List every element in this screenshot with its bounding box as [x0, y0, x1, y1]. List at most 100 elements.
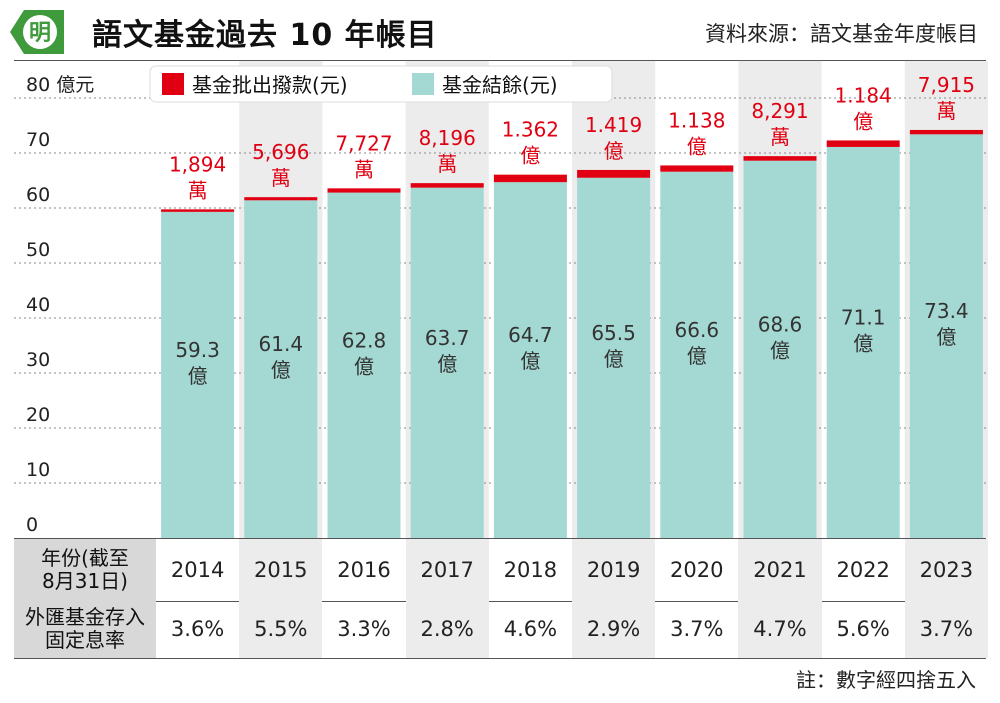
- disbursement-label: 萬: [271, 166, 291, 190]
- balance-bar-2018: [493, 182, 567, 538]
- balance-label: 億: [687, 344, 707, 368]
- rate-cell: 5.6%: [836, 617, 890, 641]
- disbursement-label: 7,727: [335, 131, 392, 155]
- rate-cell: 2.8%: [405, 600, 489, 658]
- balance-label: 億: [188, 364, 208, 388]
- balance-bar-2019: [577, 177, 651, 538]
- rate-cell: 4.7%: [738, 600, 822, 658]
- disbursement-label: 萬: [770, 125, 790, 149]
- rate-cell: 5.5%: [239, 600, 323, 658]
- y-tick-label: 70: [26, 129, 50, 151]
- y-tick-label: 30: [26, 349, 50, 371]
- disbursement-bar-2017: [410, 183, 484, 188]
- balance-label: 73.4: [924, 299, 969, 323]
- disbursement-label: 億: [520, 144, 540, 168]
- balance-label: 億: [437, 352, 457, 376]
- disbursement-label: 5,696: [252, 140, 309, 164]
- balance-label: 億: [271, 358, 291, 382]
- rounding-note: 註：數字經四捨五入: [796, 668, 976, 692]
- legend-box: [149, 65, 613, 103]
- disbursement-label: 8,196: [419, 126, 476, 150]
- disbursement-bar-2022: [826, 140, 900, 147]
- rate-row: 外匯基金存入 固定息率 3.6% 5.5% 3.3% 2.8% 4.6% 2.9% 3.7%…: [14, 600, 988, 659]
- year-cell: 2019: [572, 539, 656, 601]
- source-note: 資料來源：語文基金年度帳目: [705, 22, 978, 46]
- balance-label: 億: [604, 347, 624, 371]
- disbursement-bar-2020: [660, 165, 734, 172]
- year-cell: 2018: [503, 558, 558, 582]
- balance-bar-2021: [743, 160, 817, 538]
- y-tick-label: 20: [26, 404, 50, 426]
- balance-bar-2015: [244, 200, 318, 539]
- rate-cell: 3.7%: [904, 600, 988, 658]
- rate-cell: 3.6%: [170, 617, 225, 641]
- disbursement-label: 億: [853, 109, 873, 133]
- disbursement-bar-2018: [493, 174, 567, 183]
- balance-label: 68.6: [758, 312, 803, 336]
- disbursement-bar-2023: [909, 129, 983, 135]
- disbursement-label: 1.138: [668, 108, 725, 132]
- y-tick-label: 0: [26, 514, 38, 536]
- balance-bar-2014: [161, 211, 235, 538]
- disbursement-label: 1.419: [585, 113, 642, 137]
- disbursement-bar-2021: [743, 156, 817, 161]
- legend: 基金批出撥款(元) 基金結餘(元): [149, 65, 613, 103]
- rate-header-line1: 外匯基金存入: [25, 605, 145, 629]
- balance-label: 66.6: [675, 318, 720, 342]
- year-cell: 2014: [170, 558, 225, 582]
- rate-cell: 3.3%: [337, 617, 391, 641]
- logo-text: 明: [29, 21, 51, 46]
- disbursement-label: 1,894: [169, 152, 226, 176]
- balance-label: 61.4: [259, 332, 304, 356]
- balance-label: 億: [853, 331, 873, 355]
- rate-cell: 3.7%: [670, 617, 724, 641]
- year-header-line2: 8月31日): [42, 569, 128, 593]
- year-cell: 2023: [904, 539, 988, 601]
- balance-label: 億: [936, 325, 956, 349]
- disbursement-label: 萬: [354, 157, 374, 181]
- rate-row-header: 外匯基金存入 固定息率: [14, 600, 156, 658]
- disbursement-label: 萬: [188, 178, 208, 202]
- y-tick-label: 10: [26, 459, 50, 481]
- rate-cell: 4.6%: [503, 617, 558, 641]
- year-header-line1: 年份(截至: [41, 546, 129, 570]
- balance-bar-2023: [909, 134, 983, 539]
- disbursement-label: 億: [604, 139, 624, 163]
- balance-label: 71.1: [841, 305, 886, 329]
- disbursement-label: 1.362: [502, 118, 559, 142]
- disbursement-label: 億: [687, 134, 707, 158]
- header-divider: [14, 60, 986, 61]
- year-cell: 2020: [670, 558, 724, 582]
- disbursement-label: 7,915: [918, 73, 975, 97]
- disbursement-label: 萬: [437, 152, 457, 176]
- disbursement-label: 8,291: [751, 99, 808, 123]
- year-row: 年份(截至 8月31日) 2014 2015 2016 2017 2018 2019 202…: [14, 538, 988, 602]
- balance-label: 62.8: [342, 328, 387, 352]
- legend-swatch-disbursement: [162, 73, 184, 95]
- disbursement-label: 萬: [936, 99, 956, 123]
- bars: [161, 129, 983, 539]
- year-row-header: 年份(截至 8月31日): [14, 539, 156, 601]
- balance-bar-2020: [660, 171, 734, 538]
- legend-disbursement: 基金批出撥款(元): [192, 73, 348, 97]
- year-cell: 2015: [239, 539, 323, 601]
- disbursement-bar-2016: [327, 188, 401, 193]
- balance-label: 65.5: [591, 321, 636, 345]
- balance-label: 63.7: [425, 326, 470, 350]
- y-tick-label: 40: [26, 294, 50, 316]
- y-tick-label: 60: [26, 184, 50, 206]
- year-cell: 2021: [738, 539, 822, 601]
- year-cell: 2017: [405, 539, 489, 601]
- legend-balance: 基金結餘(元): [442, 73, 558, 97]
- balance-label: 億: [520, 349, 540, 373]
- year-cell: 2016: [337, 558, 391, 582]
- disbursement-bar-2019: [577, 169, 651, 178]
- disbursement-bar-2015: [244, 197, 318, 201]
- balance-bar-2017: [410, 187, 484, 538]
- balance-bar-2016: [327, 192, 401, 538]
- balance-label: 億: [354, 354, 374, 378]
- balance-label: 59.3: [175, 338, 220, 362]
- header: 明 語文基金過去 10 年帳目 資料來源：語文基金年度帳目: [0, 0, 1000, 60]
